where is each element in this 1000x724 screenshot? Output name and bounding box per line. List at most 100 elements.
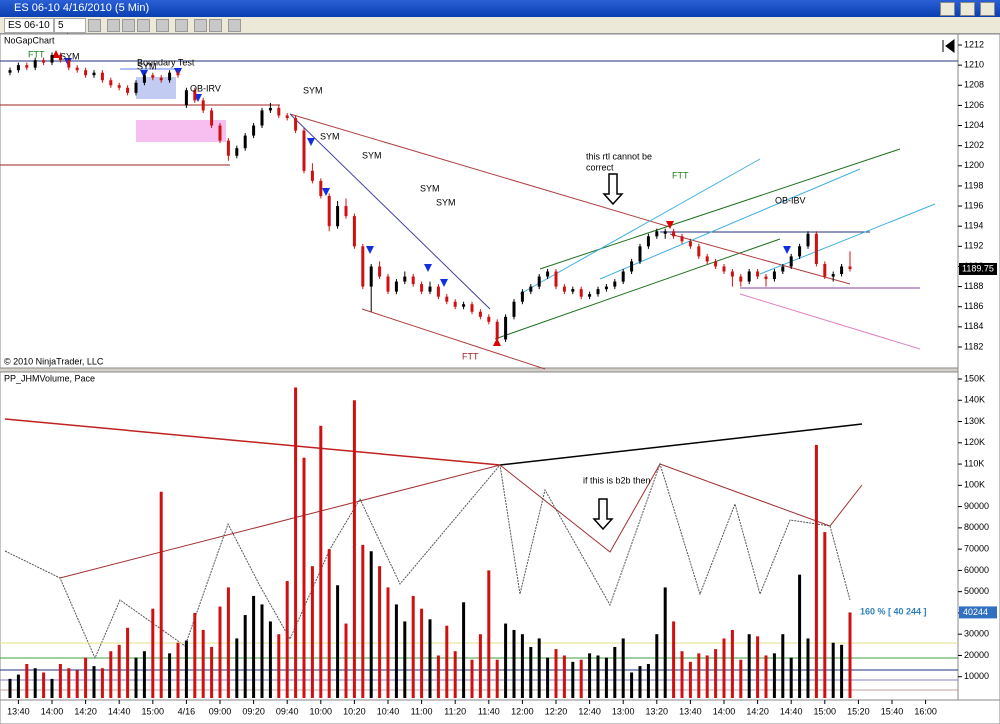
annotation: SYM — [320, 131, 340, 141]
drawing-button[interactable] — [175, 19, 188, 32]
y-tick-label: 1196 — [964, 200, 983, 210]
candle-body — [646, 236, 650, 247]
zoom-out-button[interactable] — [122, 19, 135, 32]
y-tick-label: 150K — [964, 373, 985, 383]
volume-bar — [226, 587, 230, 698]
candle-body — [546, 271, 550, 277]
volume-bar — [176, 642, 180, 698]
volume-bar — [184, 640, 188, 698]
y-tick-label: 1206 — [964, 100, 984, 110]
candle-body — [672, 231, 676, 237]
candle-body — [176, 72, 180, 76]
candle-body — [336, 206, 340, 227]
y-tick-label: 1212 — [964, 39, 984, 49]
volume-bar — [193, 612, 197, 698]
annotation: if this is b2b then — [583, 475, 651, 485]
candle-body — [193, 90, 197, 101]
candle-body — [201, 100, 205, 111]
volume-bar — [848, 612, 852, 698]
volume-bar — [142, 651, 146, 698]
candle-body — [781, 266, 785, 272]
volume-bar — [344, 623, 348, 698]
candle-body — [655, 231, 659, 237]
volume-bar — [75, 670, 79, 698]
volume-bar — [571, 661, 575, 698]
minimize-button[interactable] — [940, 2, 955, 16]
y-tick-label: 10000 — [964, 671, 989, 681]
candle-body — [260, 110, 264, 126]
candle-body — [226, 140, 230, 156]
candle-body — [445, 296, 449, 302]
annotation: FTT — [672, 170, 689, 180]
candle-body — [403, 276, 407, 282]
candle-body — [243, 135, 247, 149]
volume-bar — [604, 657, 608, 698]
candle-body — [714, 261, 718, 267]
x-tick-label: 11:20 — [444, 706, 466, 716]
candle-body — [588, 294, 592, 297]
candle-body — [277, 107, 281, 116]
volume-bar — [84, 657, 88, 698]
volume-bar — [831, 642, 835, 698]
candle-body — [428, 286, 432, 292]
maximize-button[interactable] — [960, 2, 975, 16]
volume-bar — [109, 651, 113, 698]
candle-body — [319, 180, 323, 196]
candle-body — [554, 271, 558, 287]
candle-body — [831, 274, 835, 277]
annotation: FTT — [462, 351, 479, 361]
candle-body — [806, 233, 810, 247]
volume-bar — [512, 629, 516, 698]
volume-bar — [840, 644, 844, 698]
x-tick-label: 13:00 — [612, 706, 635, 716]
candle-body — [680, 236, 684, 242]
x-tick-label: 12:40 — [578, 706, 601, 716]
annotation: SYM — [60, 51, 80, 61]
interval-select[interactable]: 5 Min — [54, 18, 86, 44]
volume-bar — [117, 644, 121, 698]
candle-body — [361, 246, 365, 287]
volume-bar — [201, 629, 205, 698]
candle-body — [562, 286, 566, 292]
candle-body — [168, 72, 172, 81]
title-bar: ES 06-10 4/16/2010 (5 Min) — [0, 0, 1000, 17]
volume-bar — [420, 608, 424, 698]
candle-body — [151, 75, 155, 78]
properties-button[interactable] — [228, 19, 241, 32]
volume-bar — [621, 638, 625, 698]
candle-body — [520, 291, 524, 302]
candle-body — [50, 55, 54, 63]
y-tick-label: 30000 — [964, 629, 989, 639]
volume-bar — [546, 657, 550, 698]
close-button[interactable] — [980, 2, 995, 16]
volume-bar — [445, 625, 449, 698]
candle-body — [697, 246, 701, 257]
y-tick-label: 1200 — [964, 160, 984, 170]
strategies-button[interactable] — [209, 19, 222, 32]
annotation: 160 % [ 40 244 ] — [860, 606, 927, 616]
candle-body — [764, 276, 768, 280]
volume-bar — [470, 659, 474, 698]
volume-bar — [562, 655, 566, 698]
indicators-button[interactable] — [194, 19, 207, 32]
candle-body — [630, 261, 634, 272]
y-tick-label: 80000 — [964, 522, 989, 532]
pointer-button[interactable] — [156, 19, 169, 32]
candle-body — [495, 321, 499, 340]
volume-bar — [67, 668, 71, 698]
crosshair-button[interactable] — [137, 19, 150, 32]
candle-body — [126, 87, 130, 93]
volume-bar — [697, 653, 701, 698]
volume-bar — [520, 634, 524, 698]
x-tick-label: 14:00 — [713, 706, 736, 716]
candle-body — [756, 271, 760, 277]
bar-type-button[interactable] — [88, 19, 101, 32]
y-tick-label: 1202 — [964, 140, 984, 150]
volume-bar — [495, 659, 499, 698]
instrument-select[interactable]: ES 06-10 — [4, 18, 54, 33]
volume-bar — [705, 655, 709, 698]
volume-bar — [613, 646, 617, 698]
zoom-in-button[interactable] — [107, 19, 120, 32]
x-tick-label: 14:20 — [746, 706, 769, 716]
y-tick-label: 20000 — [964, 650, 989, 660]
